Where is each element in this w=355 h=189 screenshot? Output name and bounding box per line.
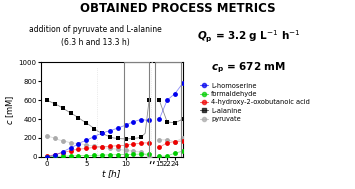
Point	[146, 153, 152, 156]
Point	[180, 139, 186, 142]
Point	[131, 153, 136, 156]
Point	[180, 118, 186, 121]
Point	[107, 136, 113, 139]
Point	[157, 138, 162, 141]
Point	[157, 99, 162, 102]
Point	[99, 132, 105, 135]
X-axis label: $t$ [h]: $t$ [h]	[102, 168, 122, 180]
Point	[68, 111, 73, 114]
Point	[52, 153, 58, 156]
Point	[107, 129, 113, 132]
Point	[157, 118, 162, 121]
Point	[44, 135, 50, 138]
Point	[131, 143, 136, 146]
Point	[91, 127, 97, 130]
Point	[107, 147, 113, 150]
Point	[76, 154, 81, 157]
Point	[138, 151, 144, 154]
Point	[83, 143, 89, 146]
Point	[123, 144, 129, 147]
Text: $\bfit{Q}_\mathbf{p}$ = 3.2 g L$^{-1}$ h$^{-1}$: $\bfit{Q}_\mathbf{p}$ = 3.2 g L$^{-1}$ h…	[197, 28, 300, 45]
Point	[157, 146, 162, 149]
Point	[60, 151, 66, 154]
Point	[83, 121, 89, 124]
Point	[131, 120, 136, 123]
Point	[115, 153, 121, 156]
Point	[76, 148, 81, 151]
Text: $\bfit{c}_\mathbf{p}$ = 672 mM: $\bfit{c}_\mathbf{p}$ = 672 mM	[211, 60, 286, 75]
Point	[99, 154, 105, 157]
Point	[83, 147, 89, 150]
Point	[123, 153, 129, 156]
Point	[115, 148, 121, 151]
Point	[138, 142, 144, 145]
Point	[164, 99, 170, 102]
Point	[123, 149, 129, 152]
Legend: L-homoserine, formaldehyde, 4-hydroxy-2-oxobutanoic acid, L-alanine, pyruvate: L-homoserine, formaldehyde, 4-hydroxy-2-…	[200, 83, 310, 122]
Point	[68, 154, 73, 157]
Y-axis label: $c$ [mM]: $c$ [mM]	[4, 94, 16, 125]
Point	[146, 99, 152, 102]
Point	[91, 135, 97, 138]
Point	[99, 132, 105, 135]
Point	[115, 144, 121, 147]
Point	[91, 145, 97, 148]
Text: (6.3 h and 13.3 h): (6.3 h and 13.3 h)	[61, 38, 130, 47]
Point	[123, 124, 129, 127]
Point	[44, 155, 50, 158]
Point	[157, 155, 162, 158]
Point	[131, 137, 136, 140]
Point	[180, 136, 186, 139]
Point	[52, 153, 58, 156]
Point	[115, 137, 121, 140]
Point	[60, 139, 66, 142]
Point	[68, 149, 73, 152]
Point	[68, 146, 73, 149]
Point	[172, 140, 178, 143]
Point	[172, 92, 178, 95]
Point	[138, 136, 144, 139]
Point	[44, 99, 50, 102]
Point	[76, 142, 81, 145]
Point	[60, 150, 66, 153]
Point	[138, 118, 144, 121]
Point	[107, 145, 113, 148]
Point	[99, 145, 105, 148]
Point	[164, 141, 170, 144]
Point	[99, 146, 105, 149]
Point	[180, 150, 186, 153]
Point	[164, 138, 170, 141]
Point	[146, 155, 152, 158]
Point	[83, 139, 89, 142]
Point	[44, 155, 50, 158]
Point	[60, 155, 66, 158]
Point	[91, 146, 97, 149]
Text: addition of pyruvate and L-alanine: addition of pyruvate and L-alanine	[29, 25, 162, 34]
Point	[138, 153, 144, 156]
Point	[60, 107, 66, 110]
Point	[52, 155, 58, 158]
Point	[44, 155, 50, 158]
Text: OBTAINED PROCESS METRICS: OBTAINED PROCESS METRICS	[80, 2, 275, 15]
Point	[164, 120, 170, 123]
Point	[115, 127, 121, 130]
Point	[180, 82, 186, 85]
Point	[91, 154, 97, 157]
Point	[76, 142, 81, 145]
Point	[172, 121, 178, 124]
Point	[146, 142, 152, 145]
Point	[146, 119, 152, 122]
Point	[107, 153, 113, 156]
Point	[123, 137, 129, 140]
Point	[68, 141, 73, 144]
Point	[83, 154, 89, 157]
Point	[172, 140, 178, 143]
Point	[52, 102, 58, 105]
Point	[172, 152, 178, 155]
Point	[76, 116, 81, 119]
Point	[52, 137, 58, 140]
Point	[164, 154, 170, 157]
Point	[131, 150, 136, 153]
